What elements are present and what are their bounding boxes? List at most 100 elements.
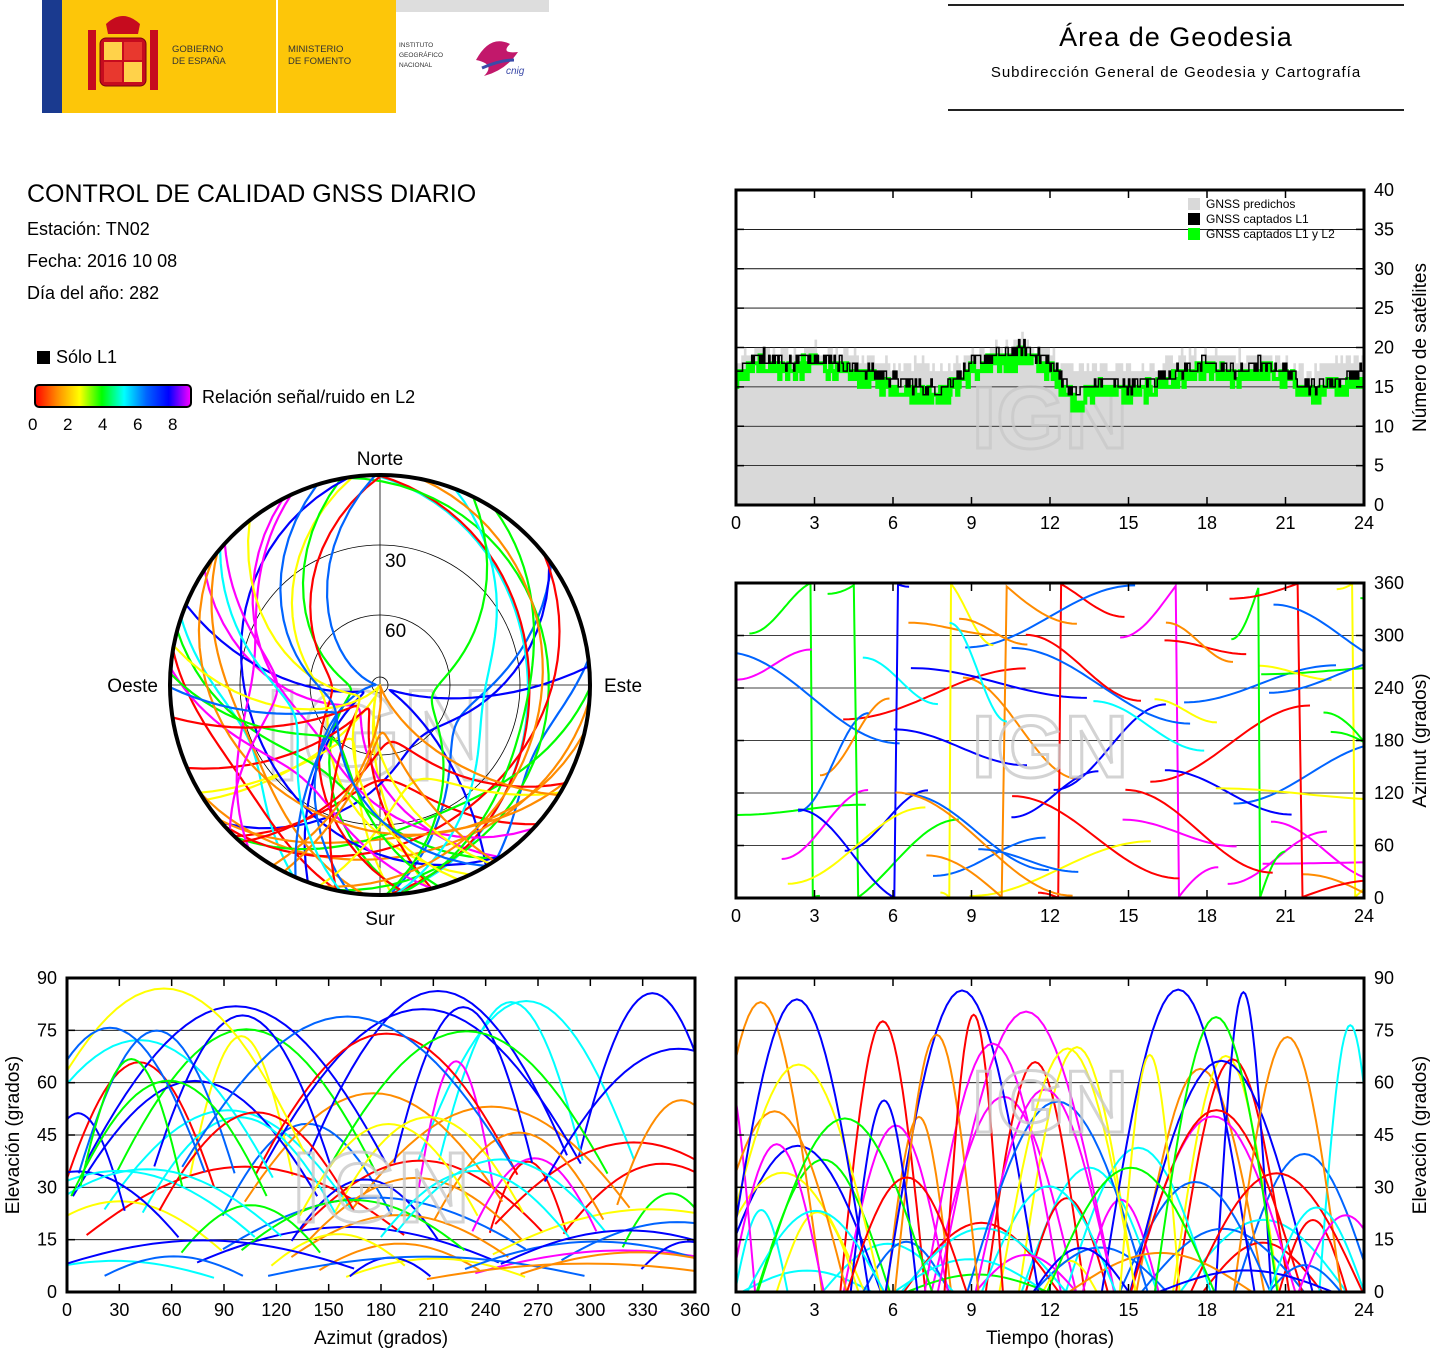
elev-time-track <box>736 1144 882 1292</box>
sky-track <box>495 658 590 861</box>
azimuth-track <box>736 648 812 681</box>
elev-az-track <box>393 1006 534 1163</box>
elev-az-track <box>189 1035 294 1177</box>
azimuth-track <box>1053 703 1166 791</box>
azimuth-track <box>1261 667 1364 676</box>
x-tick-label: 6 <box>888 1300 898 1320</box>
x-tick-label: 300 <box>575 1300 605 1320</box>
azimuth-track <box>797 712 869 813</box>
azimuth-track <box>1270 820 1364 879</box>
azimuth-track <box>862 656 938 706</box>
legend-entry: GNSS captados L1 y L2 <box>1206 227 1335 241</box>
elev-az-track <box>180 1204 321 1254</box>
elev-az-track <box>307 1176 524 1241</box>
sky-track <box>279 483 487 868</box>
elev-time-track <box>923 1042 1062 1292</box>
elev-az-track <box>500 1229 695 1265</box>
elev-az-track <box>222 1196 527 1250</box>
elev-time-track <box>1024 1197 1109 1292</box>
x-tick-label: 0 <box>731 906 741 926</box>
elev-time-track <box>1100 988 1256 1292</box>
skyplot-border <box>168 473 592 897</box>
elev-az-track <box>67 1170 180 1238</box>
label-east: Este <box>604 676 642 697</box>
azimuth-track <box>819 697 890 777</box>
azimuth-track <box>949 621 1008 723</box>
azimuth-track <box>1165 621 1234 663</box>
elev-time-track <box>849 1099 919 1292</box>
elev-az-track <box>616 1099 695 1206</box>
legend-swatch <box>1188 228 1200 240</box>
sky-track <box>187 707 433 890</box>
y-tick-label: 0 <box>1374 1282 1384 1302</box>
y-tick-label: 75 <box>37 1020 57 1040</box>
x-tick-label: 360 <box>680 1300 710 1320</box>
elev-time-track <box>1140 1227 1305 1292</box>
elev-time-track <box>936 1010 1116 1292</box>
elev-az-track <box>560 1221 695 1262</box>
elev-time-track <box>998 1047 1137 1292</box>
elev-az-tracks <box>67 987 695 1281</box>
elev-az-track <box>67 1239 355 1270</box>
elev-time-track <box>736 1001 824 1292</box>
eu-flag-strip <box>42 0 62 113</box>
elev-time-track <box>736 998 870 1292</box>
elev-az-track <box>433 1131 605 1221</box>
area-title: Área de Geodesia <box>1059 22 1293 52</box>
elev-time-track <box>1268 1264 1342 1292</box>
elev-az-track <box>396 1158 607 1233</box>
elevation-azimuth-chart: IGN 0 30 60 90 120 150 180 210 240 270 300 330 360 0 15… <box>3 968 710 1349</box>
x-tick-label: 21 <box>1275 513 1295 533</box>
x-tick-label: 21 <box>1275 1300 1295 1320</box>
azimuth-track <box>1273 603 1364 653</box>
y-tick-label: 90 <box>37 968 57 988</box>
azimuth-track <box>1184 664 1337 704</box>
y-tick-label: 75 <box>1374 1020 1394 1040</box>
x-axis-label: Azimut (grados) <box>314 1328 448 1349</box>
sky-track <box>246 520 459 881</box>
y-tick-label: 35 <box>1374 219 1394 239</box>
elev-time-track <box>974 1253 1078 1292</box>
elev-time-track <box>736 1095 757 1292</box>
x-tick-label: 18 <box>1197 513 1217 533</box>
sky-track <box>235 494 293 850</box>
y-tick-label: 45 <box>37 1125 57 1145</box>
sky-track <box>251 498 534 839</box>
series-l1-line <box>736 338 1364 396</box>
elev-az-track <box>181 1015 514 1168</box>
elev-az-track <box>471 1157 598 1232</box>
elev-az-track <box>79 1057 184 1187</box>
sky-track <box>394 488 498 896</box>
elev-az-track <box>264 1008 582 1165</box>
area-subtitle: Subdirección General de Geodesia y Carto… <box>990 64 1362 81</box>
y-tick-label: 20 <box>1374 338 1394 358</box>
ign-line1: INSTITUTO <box>399 42 434 49</box>
snr-ticks: 0 2 4 6 8 <box>28 415 198 435</box>
azimuth-track <box>1164 769 1292 816</box>
y-axis-label: Elevación (grados) <box>1410 1056 1431 1214</box>
azimuth-track <box>1012 795 1180 880</box>
snr-tick-6: 6 <box>133 415 143 434</box>
sky-track <box>313 474 378 894</box>
x-tick-label: 3 <box>809 906 819 926</box>
x-tick-label: 9 <box>966 513 976 533</box>
elev-time-track <box>1129 1059 1314 1292</box>
elev-az-track <box>438 1000 584 1161</box>
header-grey-bar <box>396 0 549 12</box>
sky-track <box>319 478 544 888</box>
elev-time-track <box>1032 1247 1130 1292</box>
elev-time-track <box>1046 1166 1216 1292</box>
sky-track <box>318 777 561 887</box>
elev-az-track <box>290 1178 440 1242</box>
x-tick-label: 180 <box>366 1300 396 1320</box>
snr-tick-0: 0 <box>28 415 38 434</box>
y-tick-label: 0 <box>1374 495 1384 515</box>
elev-time-track <box>1214 990 1273 1292</box>
elev-az-track <box>492 1208 695 1256</box>
elev-time-track <box>775 1211 860 1292</box>
sky-track <box>185 603 365 883</box>
y-tick-label: 25 <box>1374 298 1394 318</box>
sky-track <box>210 551 365 896</box>
